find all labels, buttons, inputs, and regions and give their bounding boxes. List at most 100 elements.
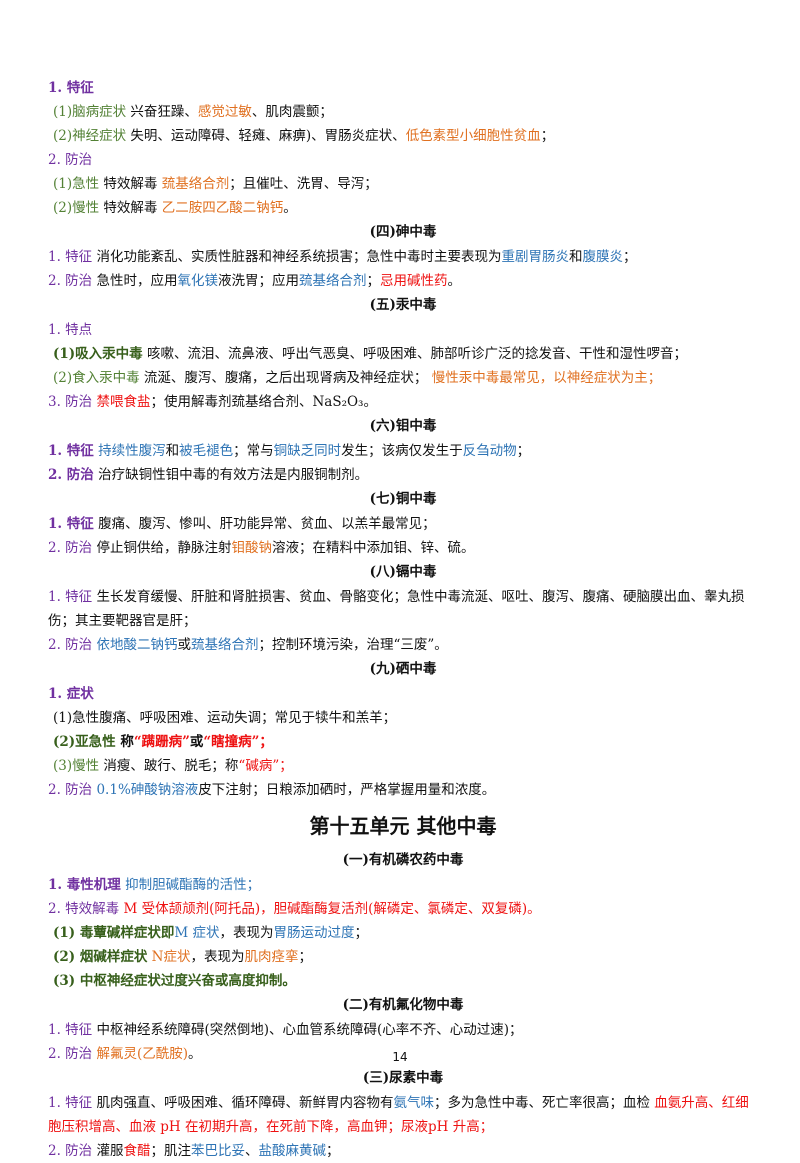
document-page: 1. 特征 (1)脑病症状 兴奋狂躁、感觉过敏、肌肉震颤； (2)神经症状 失明、运… (48, 80, 749, 1159)
text-line: 1. 特征 肌肉强直、呼吸困难、循环障碍、新鲜胃内容物有氨气味；多为急性中毒、死… (48, 1091, 758, 1139)
text-segment: M 症状 (174, 925, 220, 941)
text-line: 2. 防治 (48, 148, 758, 172)
text-segment: 3. 防治 (48, 394, 93, 410)
text-segment: 反刍动物 (462, 443, 517, 459)
text-segment: 和 (568, 249, 583, 265)
text-segment: 消化功能紊乱、实质性脏器和神经系统损害；急性中毒时主要表现为 (92, 249, 502, 265)
text-segment: (1)脑病症状 (53, 104, 127, 120)
text-segment: 肌肉强直、呼吸困难、循环障碍、新鲜胃内容物有 (92, 1095, 394, 1111)
text-segment: 巯基络合剂 (190, 637, 259, 653)
text-segment: 1. 特点 (48, 322, 93, 338)
text-segment: (2)慢性 (53, 200, 100, 216)
text-segment: 胃肠运动过度 (273, 925, 355, 941)
text-segment: 和 (165, 443, 180, 459)
text-segment: 2. 防治 (48, 1143, 93, 1159)
text-segment: 解氟灵(乙酰胺) (96, 1046, 189, 1062)
document-content: 1. 特征 (1)脑病症状 兴奋狂躁、感觉过敏、肌肉震颤； (2)神经症状 失明、运… (48, 76, 758, 1163)
text-segment: ； (298, 949, 312, 965)
text-segment: 慢性汞中毒最常见，以神经症状为主； (431, 370, 662, 386)
text-segment: 2. 防治 (48, 467, 94, 483)
text-line: (1) 毒蕈碱样症状即M 症状，表现为胃肠运动过度； (48, 921, 758, 945)
text-segment: 皮下注射；日粮添加硒时，严格掌握用量和浓度。 (198, 782, 496, 798)
text-segment: 铜缺乏同时 (273, 443, 342, 459)
text-line: (2) 烟碱样症状 N症状，表现为肌肉痉挛； (48, 945, 758, 969)
text-segment: 治疗缺铜性钼中毒的有效方法是内服铜制剂。 (93, 467, 369, 483)
text-line: (3) 中枢神经症状过度兴奋或高度抑制。 (48, 969, 758, 993)
text-segment: 中枢神经系统障碍(突然倒地)、心血管系统障碍(心率不齐、心动过速)； (92, 1022, 523, 1038)
text-segment: “碱病”； (238, 758, 293, 774)
text-segment: 2. 防治 (48, 152, 93, 168)
text-segment: 或 (189, 734, 204, 750)
text-segment: 盐酸麻黄碱 (258, 1143, 326, 1159)
text-line: 1. 特征 持续性腹泻和被毛褪色；常与铜缺乏同时发生；该病仅发生于反刍动物； (48, 439, 758, 463)
text-line: 2. 防治 停止铜供给，静脉注射钼酸钠溶液；在精料中添加钼、锌、硫。 (48, 536, 758, 560)
text-segment: 腹痛、腹泻、惨叫、肝功能异常、贫血、以羔羊最常见； (93, 516, 436, 532)
text-segment: 禁喂食盐 (96, 394, 151, 410)
text-segment: ； (325, 1143, 340, 1159)
text-line: 1. 症状 (48, 682, 758, 706)
text-segment: (1)急性 (53, 176, 100, 192)
text-segment: M 受体颉颃剂(阿托品)，胆碱酯酶复活剂(解磷定、氯磷定、双复磷)。 (123, 901, 541, 917)
text-segment: 腹膜炎 (582, 249, 623, 265)
text-segment: 特效解毒 (99, 176, 162, 192)
text-segment: (2)神经症状 (53, 128, 127, 144)
text-segment: 重剧胃肠炎 (501, 249, 569, 265)
text-line: 1. 特征 消化功能紊乱、实质性脏器和神经系统损害；急性中毒时主要表现为重剧胃肠… (48, 245, 758, 269)
text-segment: ，表现为 (219, 925, 274, 941)
text-segment: 、肌肉震颤； (251, 104, 333, 120)
section-heading: (一)有机磷农药中毒 (342, 852, 464, 868)
text-segment: 1. 特征 (48, 249, 93, 265)
text-line: 1. 特征 生长发育缓慢、肝脏和肾脏损害、贫血、骨骼变化；急性中毒流涎、呕吐、腹… (48, 585, 758, 633)
text-segment: 苯巴比妥 (190, 1143, 245, 1159)
text-segment: ； (516, 443, 531, 459)
text-line: (3)慢性 消瘦、跛行、脱毛；称“碱病”； (48, 754, 758, 778)
text-segment: 停止铜供给，静脉注射 (92, 540, 232, 556)
text-segment: ；肌注 (150, 1143, 191, 1159)
section-heading: (四)砷中毒 (369, 224, 437, 240)
text-segment: ； (366, 273, 380, 289)
text-segment: (1) 毒蕈碱样症状即 (53, 925, 175, 941)
text-segment: 。 (283, 200, 297, 216)
text-segment: “瞎撞病”； (203, 734, 273, 750)
text-segment: 2. 防治 (48, 637, 93, 653)
text-line: (1)急性腹痛、呼吸困难、运动失调；常见于犊牛和羔羊； (48, 706, 758, 730)
text-line: 1. 特征 中枢神经系统障碍(突然倒地)、心血管系统障碍(心率不齐、心动过速)； (48, 1018, 758, 1042)
text-line: 1. 特征 (48, 76, 758, 100)
text-line: 2. 防治 治疗缺铜性钼中毒的有效方法是内服铜制剂。 (48, 463, 758, 487)
text-segment: 0.1%砷酸钠溶液 (96, 782, 199, 798)
text-line: (1)脑病症状 兴奋狂躁、感觉过敏、肌肉震颤； (48, 100, 758, 124)
text-segment: 。 (447, 273, 461, 289)
text-line: 1. 特点 (48, 318, 758, 342)
text-segment: 忌用碱性药 (379, 273, 448, 289)
text-segment: “蹒跚病” (133, 734, 190, 750)
text-segment: 消瘦、跛行、脱毛；称 (99, 758, 239, 774)
section-heading: (三)尿素中毒 (362, 1070, 444, 1086)
text-segment: 失明、运动障碍、轻瘫、麻痹)、胃肠炎症状、 (126, 128, 406, 144)
section-heading: (七)铜中毒 (369, 491, 437, 507)
text-segment: ；控制环境污染，治理“三废”。 (258, 637, 448, 653)
text-line: (2)亚急性 称“蹒跚病”或“瞎撞病”； (48, 730, 758, 754)
text-segment: ； (354, 925, 369, 941)
text-segment: (3) 中枢神经症状过度兴奋或高度抑制。 (53, 973, 296, 989)
text-segment: 1. 毒性机理 (48, 877, 121, 893)
text-segment: 灌服 (92, 1143, 124, 1159)
text-segment: 流涎、腹泻、腹痛，之后出现肾病及神经症状； (139, 370, 432, 386)
page-number: 14 (392, 1050, 408, 1064)
text-segment: 巯基络合剂 (298, 273, 367, 289)
text-segment: 1. 特征 (48, 516, 94, 532)
text-segment: 1. 特征 (48, 1095, 93, 1111)
text-segment: 或 (177, 637, 191, 653)
text-segment: ； (540, 128, 555, 144)
text-segment: 氧化镁 (177, 273, 218, 289)
text-segment: 发生；该病仅发生于 (341, 443, 463, 459)
text-segment: ；且催吐、洗胃、导泻； (229, 176, 378, 192)
text-segment: (2)亚急性 (53, 734, 116, 750)
text-segment: (3)慢性 (53, 758, 100, 774)
section-heading: (二)有机氟化物中毒 (342, 997, 464, 1013)
text-line: (2)神经症状 失明、运动障碍、轻瘫、麻痹)、胃肠炎症状、低色素型小细胞性贫血； (48, 124, 758, 148)
section-heading: (八)镉中毒 (369, 564, 437, 580)
text-line: (1)急性 特效解毒 巯基络合剂；且催吐、洗胃、导泻； (48, 172, 758, 196)
text-segment: 特效解毒 (99, 200, 162, 216)
text-segment: 1. 特征 (48, 589, 93, 605)
text-segment: (2) 烟碱样症状 (53, 949, 148, 965)
